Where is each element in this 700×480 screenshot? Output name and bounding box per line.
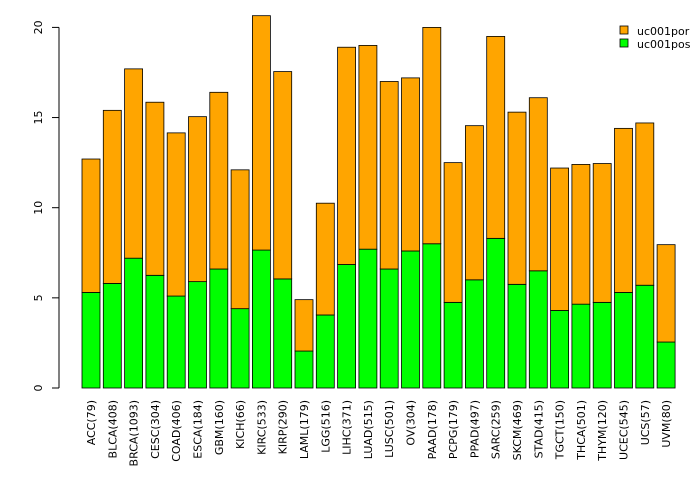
- bar-uc001pos-18: [464, 279, 484, 389]
- x-tick-label: BRCA(1093): [128, 400, 141, 466]
- bar-uc001pos-9: [273, 278, 293, 389]
- x-tick-label: LGG(516): [319, 400, 332, 453]
- bar-uc001pos-17: [443, 301, 463, 389]
- bar-uc001pos-1: [102, 283, 122, 389]
- bar-uc001por-6: [209, 91, 229, 270]
- bar-uc001pos-26: [635, 284, 655, 389]
- x-tick-label: SKCM(469): [511, 400, 524, 460]
- bar-uc001pos-6: [209, 268, 229, 389]
- bar-uc001por-18: [464, 125, 484, 281]
- x-tick-label: UVM(80): [660, 400, 673, 448]
- bar-uc001por-25: [614, 127, 633, 293]
- bar-uc001pos-20: [507, 283, 527, 389]
- bar-uc001pos-24: [592, 301, 612, 389]
- x-tick-label: TGCT(150): [554, 400, 567, 460]
- x-tick-label: UCEC(545): [618, 400, 631, 460]
- x-tick-label: SARC(259): [490, 400, 503, 459]
- bar-uc001por-15: [401, 77, 420, 252]
- x-tick-label: LIHC(371): [341, 400, 354, 455]
- x-tick-label: KICH(66): [234, 400, 247, 449]
- x-tick-label: OV(304): [405, 400, 418, 446]
- x-tick-label: CESC(304): [149, 400, 162, 459]
- legend-swatch-uc001pos: [619, 38, 629, 48]
- x-tick-label: GBM(160): [213, 400, 226, 455]
- bar-uc001pos-16: [422, 243, 442, 389]
- x-tick-label: STAD(415): [532, 400, 545, 458]
- bar-uc001por-21: [528, 97, 548, 272]
- x-tick-label: LUAD(515): [362, 400, 375, 459]
- bars: [81, 15, 676, 389]
- x-tick-label: ACC(79): [85, 400, 98, 445]
- x-tick-label: LAML(179): [298, 400, 311, 459]
- bar-uc001por-17: [443, 162, 463, 303]
- bar-uc001pos-13: [358, 248, 378, 389]
- x-tick-label: PAAD(178): [426, 400, 439, 459]
- bar-uc001por-27: [656, 244, 676, 343]
- legend-label-uc001por: uc001por: [637, 25, 690, 38]
- bar-uc001por-8: [251, 15, 271, 251]
- x-tick-label: KIRC(533): [255, 400, 268, 455]
- bar-uc001por-0: [81, 158, 101, 293]
- x-tick-label: PPAD(497): [468, 400, 481, 458]
- bar-uc001pos-21: [528, 270, 548, 389]
- bar-uc001por-12: [337, 46, 357, 265]
- bar-uc001por-24: [592, 163, 612, 303]
- bar-uc001pos-10: [294, 350, 314, 389]
- x-tick-label: KIRP(290): [277, 400, 290, 454]
- x-tick-label: ESCA(184): [192, 400, 205, 459]
- y-tick-label: 15: [32, 111, 45, 125]
- bar-uc001pos-22: [550, 310, 569, 389]
- bar-uc001pos-19: [486, 237, 506, 389]
- bar-uc001por-2: [124, 68, 143, 259]
- y-tick-label: 10: [32, 201, 45, 215]
- x-tick-label: THCA(501): [575, 400, 588, 461]
- bar-uc001pos-3: [145, 274, 165, 389]
- x-tick-label: LUSC(501): [383, 400, 396, 458]
- legend-label-uc001pos: uc001pos: [637, 38, 691, 51]
- bar-uc001por-23: [571, 164, 591, 305]
- bar-uc001pos-23: [571, 303, 591, 389]
- bar-uc001pos-25: [614, 292, 633, 389]
- x-tick-label: UCS(57): [639, 400, 652, 445]
- bar-uc001pos-0: [81, 292, 101, 389]
- y-tick-label: 0: [32, 385, 45, 392]
- bar-uc001pos-4: [166, 295, 186, 389]
- bar-uc001pos-8: [251, 249, 271, 389]
- bar-uc001por-4: [166, 132, 186, 297]
- x-tick-label: PCPG(179): [447, 400, 460, 459]
- bar-uc001por-5: [188, 116, 207, 283]
- bar-uc001por-16: [422, 26, 442, 245]
- bar-uc001por-20: [507, 111, 527, 285]
- x-axis-labels: ACC(79) BLCA(408) BRCA(1093) CESC(304) COAD(…: [85, 400, 673, 466]
- y-tick-label: 20: [32, 20, 45, 34]
- bar-uc001por-9: [273, 71, 293, 280]
- bar-uc001por-1: [102, 109, 122, 284]
- bar-uc001pos-7: [230, 308, 250, 389]
- bar-uc001pos-2: [124, 257, 143, 389]
- x-tick-label: COAD(406): [170, 400, 183, 462]
- bar-uc001por-26: [635, 122, 655, 286]
- legend-swatch-uc001por: [619, 25, 629, 35]
- bar-uc001pos-15: [401, 250, 420, 389]
- bar-uc001por-10: [294, 299, 314, 352]
- bar-uc001por-7: [230, 169, 250, 310]
- x-tick-label: THYM(120): [596, 400, 609, 462]
- bar-uc001por-13: [358, 45, 378, 250]
- x-tick-label: BLCA(408): [106, 400, 119, 458]
- bar-uc001por-3: [145, 101, 165, 276]
- bar-uc001por-19: [486, 36, 506, 239]
- bar-uc001pos-5: [188, 281, 207, 389]
- bar-uc001por-11: [315, 202, 335, 316]
- y-tick-label: 5: [32, 294, 45, 301]
- y-axis: 0 5 10 15 20: [32, 20, 60, 392]
- bar-uc001pos-11: [315, 314, 335, 389]
- bar-uc001por-22: [550, 167, 569, 311]
- bar-uc001por-14: [379, 81, 399, 270]
- bar-uc001pos-12: [337, 264, 357, 389]
- legend: uc001por uc001pos: [619, 25, 691, 51]
- bar-uc001pos-14: [379, 268, 399, 389]
- bar-uc001pos-27: [656, 341, 676, 389]
